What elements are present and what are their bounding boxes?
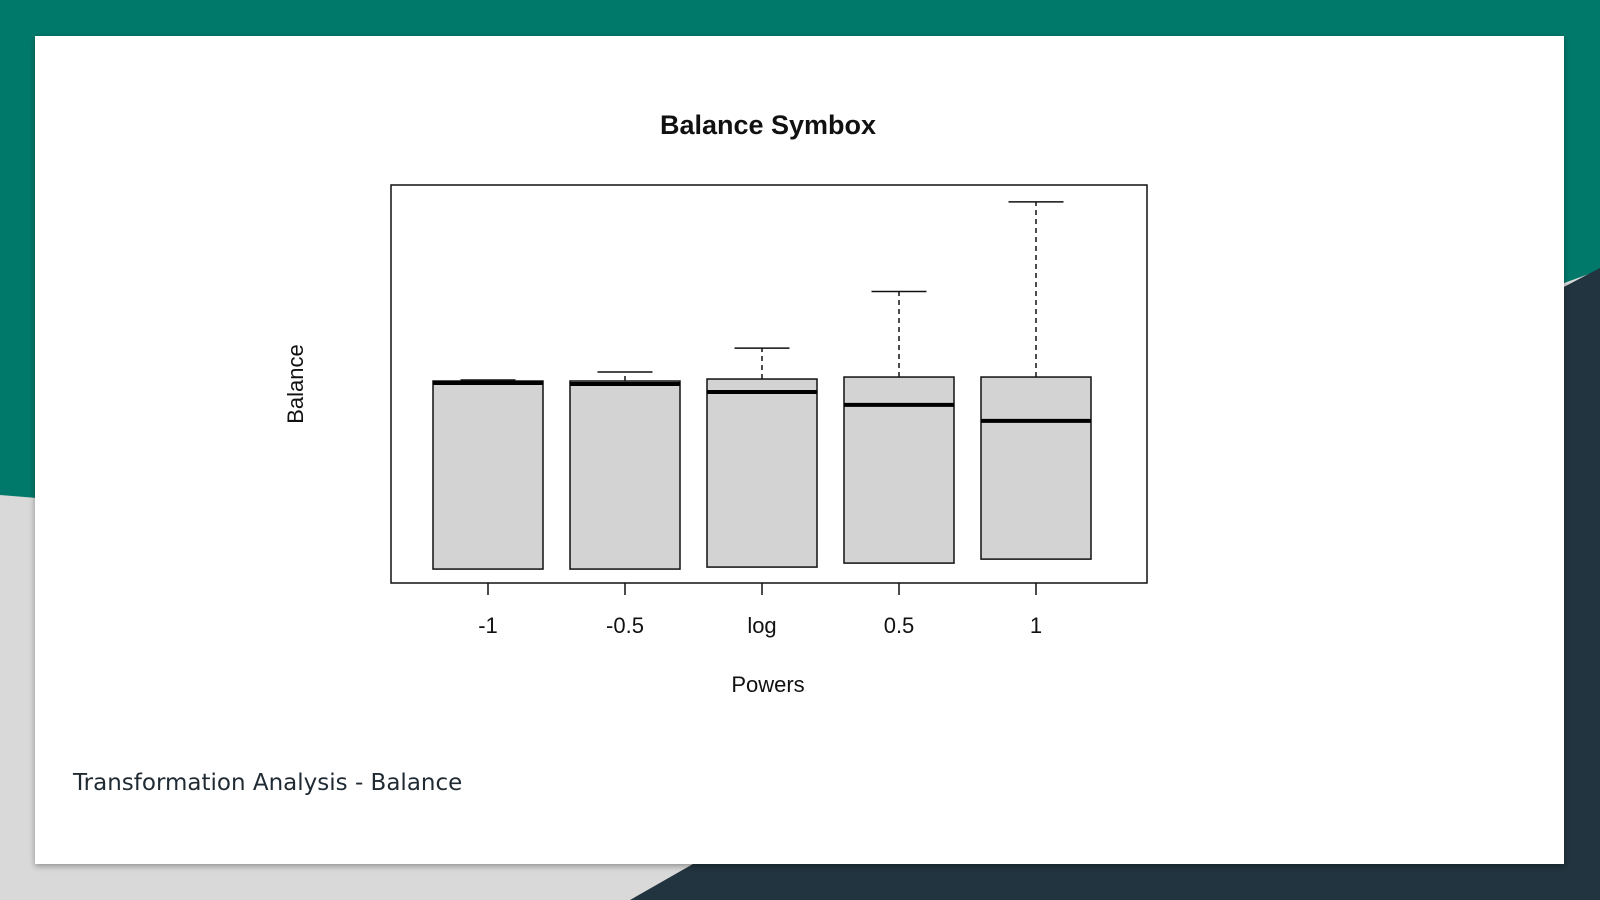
x-tick-label: -1 <box>478 613 498 638</box>
y-axis-label: Balance <box>283 344 308 424</box>
chart-title: Balance Symbox <box>660 110 876 140</box>
x-tick-label: 1 <box>1030 613 1042 638</box>
x-tick-label: -0.5 <box>606 613 644 638</box>
slide-card: Balance Symbox Balance Powers -1 -0.5 log 0… <box>35 36 1564 864</box>
box-group-4 <box>980 201 1092 560</box>
box-group-3 <box>843 290 955 564</box>
x-tick-label: 0.5 <box>884 613 915 638</box>
box-iqr <box>843 376 955 564</box>
box-group-2 <box>706 347 818 568</box>
box-iqr <box>432 380 544 570</box>
box-iqr <box>569 380 681 570</box>
plot-frame <box>390 184 1148 584</box>
boxplot-chart: Balance Symbox Balance Powers -1 -0.5 log 0… <box>283 110 1148 697</box>
box-group-0 <box>432 379 544 570</box>
x-axis: -1 -0.5 log 0.5 1 <box>478 583 1042 638</box>
box-group-1 <box>569 371 681 570</box>
boxes-layer <box>432 201 1092 570</box>
box-iqr <box>980 376 1092 560</box>
box-iqr <box>706 378 818 568</box>
slide-caption: Transformation Analysis - Balance <box>73 770 463 796</box>
background-dark-bottom <box>630 860 1600 900</box>
x-axis-label: Powers <box>731 672 804 697</box>
x-tick-label: log <box>747 613 776 638</box>
